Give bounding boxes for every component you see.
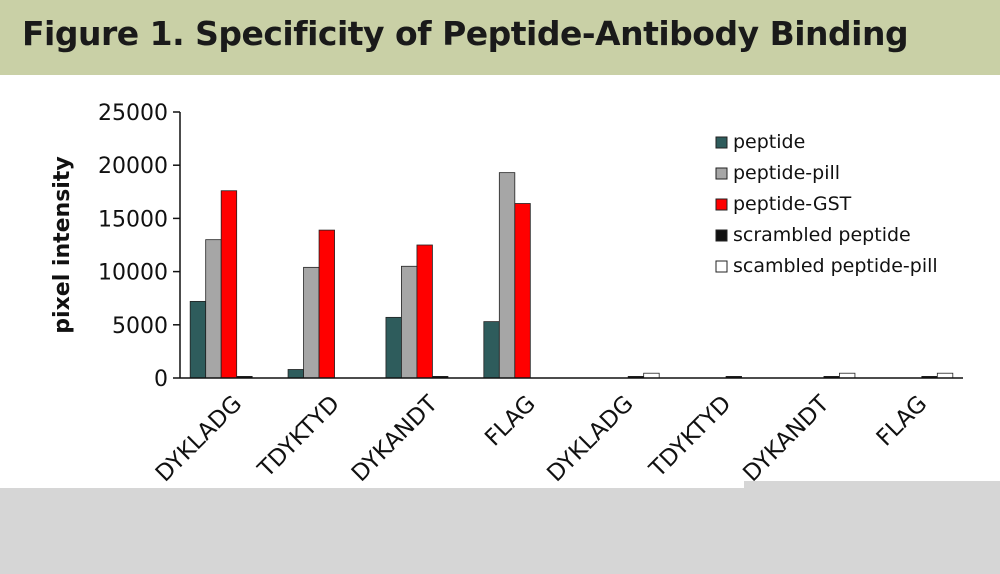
y-tick-label: 0 [154, 367, 168, 392]
legend-swatch [715, 136, 728, 149]
x-axis-ticks: DYKLADG TDYKTYD DYKANDT FLAG DYKLADG TDYKTYD D… [151, 390, 932, 487]
bar-peptide-pill [498, 172, 516, 379]
legend-label: peptide [733, 131, 805, 153]
bar-peptide [189, 300, 207, 379]
x-tick-label: TDYKTYD [253, 391, 345, 483]
x-tick-label: FLAG [872, 391, 933, 452]
legend-swatch [715, 167, 728, 180]
bar-peptide [385, 316, 402, 379]
bar-peptide-gst [318, 229, 335, 379]
x-tick-label: TDYKTYD [644, 391, 736, 483]
y-tick-label: 10000 [98, 261, 168, 286]
figure-title: Figure 1. Specificity of Peptide-Antibod… [22, 14, 909, 53]
x-tick-label: FLAG [480, 391, 541, 452]
y-axis-ticks: 0 5000 10000 15000 20000 25000 [98, 101, 180, 392]
legend-label: scrambled peptide [733, 224, 911, 246]
x-tick-label: DYKLADG [542, 391, 638, 487]
axes [179, 112, 963, 379]
bar-chart: pixel intensity 0 5000 10000 15000 20000 2500… [50, 101, 963, 487]
bars [189, 172, 954, 379]
y-tick-label: 20000 [98, 154, 168, 179]
bottom-band-step [744, 481, 1000, 491]
y-axis-label: pixel intensity [50, 156, 75, 333]
legend-label: peptide-pill [733, 162, 840, 184]
bar-peptide [287, 369, 304, 379]
legend: peptide peptide-pill peptide-GST scrambled … [715, 131, 938, 277]
bar-peptide-gst [514, 203, 531, 379]
legend-swatch [715, 229, 728, 242]
bar-peptide-pill [401, 265, 418, 379]
x-tick-label: DYKANDT [738, 390, 835, 487]
y-tick-label: 5000 [112, 314, 168, 339]
legend-swatch [715, 260, 728, 273]
bar-peptide-pill [303, 266, 320, 379]
legend-label: scambled peptide-pill [733, 255, 938, 277]
bar-peptide-gst [416, 244, 433, 379]
x-tick-label: DYKLADG [151, 391, 247, 487]
x-tick-label: DYKANDT [347, 390, 444, 487]
bottom-band [0, 488, 1000, 574]
y-tick-label: 25000 [98, 101, 168, 126]
bar-peptide [483, 321, 500, 379]
bar-peptide-pill [205, 239, 222, 379]
bar-peptide-gst [220, 190, 238, 379]
title-bar: Figure 1. Specificity of Peptide-Antibod… [0, 0, 1000, 75]
legend-swatch [715, 198, 728, 211]
legend-label: peptide-GST [733, 193, 852, 215]
y-tick-label: 15000 [98, 207, 168, 232]
